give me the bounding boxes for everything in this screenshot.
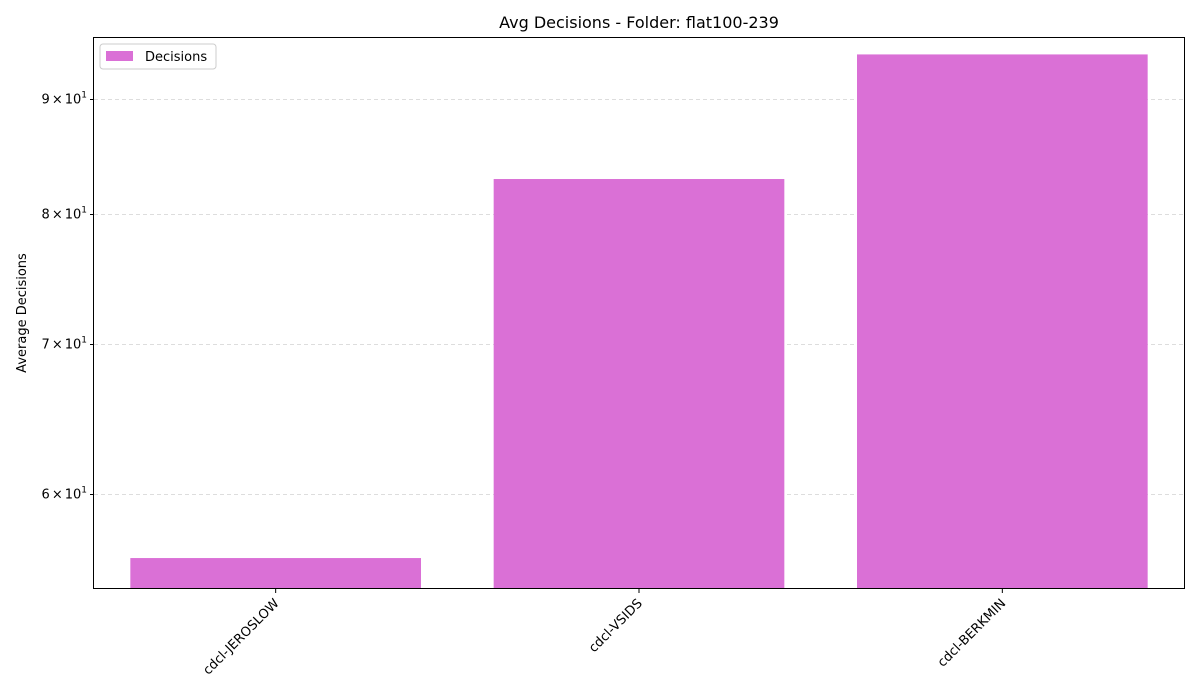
bar xyxy=(857,54,1148,589)
bars xyxy=(130,54,1148,589)
y-tick-label: 9 × 101 xyxy=(42,91,87,108)
y-tick-label: 6 × 101 xyxy=(42,486,87,503)
legend-swatch xyxy=(106,51,133,61)
legend-label: Decisions xyxy=(145,50,207,65)
legend-box xyxy=(99,43,217,70)
legend: Decisions xyxy=(99,43,217,70)
bar xyxy=(493,179,785,588)
y-tick-label: 7 × 101 xyxy=(42,336,87,353)
bar xyxy=(130,558,422,588)
y-ticks: 6 × 101 7 × 101 8 × 101 9 × 101 xyxy=(42,91,94,503)
chart-title: Avg Decisions - Folder: flat100-239 xyxy=(499,13,779,32)
y-tick-label: 8 × 101 xyxy=(42,206,87,223)
y-axis-label: Average Decisions xyxy=(15,253,30,373)
